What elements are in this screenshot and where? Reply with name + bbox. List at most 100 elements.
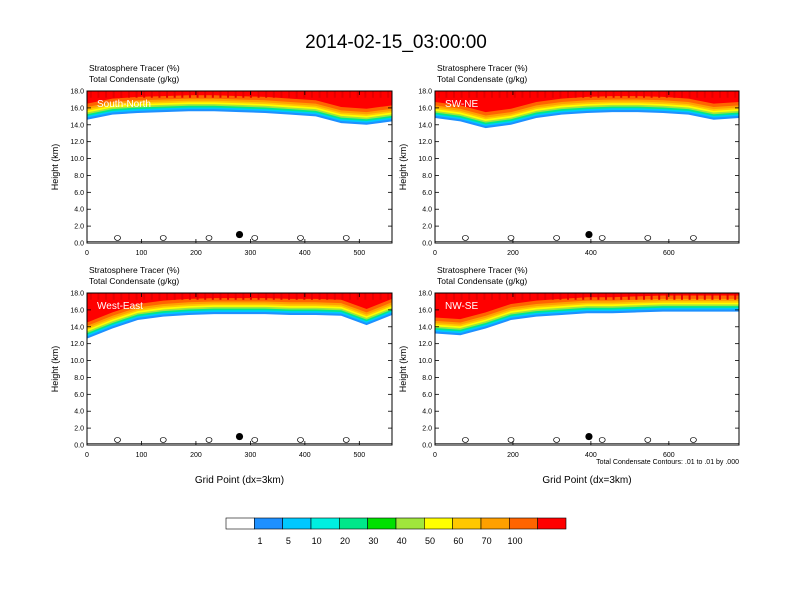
tracer-stripe — [272, 91, 275, 98]
cross-section-label: NW-SE — [445, 301, 478, 312]
tracer-stripe — [387, 91, 390, 98]
tracer-stripe — [326, 91, 329, 98]
tracer-stripe — [371, 91, 374, 98]
condensate-contour — [114, 235, 121, 241]
tracer-stripe — [211, 91, 214, 98]
tracer-stripe — [711, 293, 714, 300]
condensate-contour — [462, 235, 469, 241]
tracer-stripe — [158, 91, 161, 98]
colorbar-label: 1 — [257, 536, 262, 546]
tracer-stripe — [166, 91, 169, 98]
tracer-stripe — [112, 91, 115, 98]
tracer-stripe — [356, 293, 359, 300]
condensate-contour — [690, 235, 697, 241]
tracer-stripe — [491, 293, 493, 300]
tracer-stripe — [333, 293, 336, 300]
tracer-stripe — [574, 293, 577, 300]
tracer-stripe — [295, 293, 298, 300]
y-tick-label: 0.0 — [422, 443, 432, 450]
tracer-stripe — [120, 293, 123, 300]
location-marker — [235, 230, 244, 239]
x-tick-label: 200 — [507, 452, 519, 459]
y-axis-label: Height (km) — [50, 144, 60, 191]
tracer-stripe — [356, 91, 359, 98]
condensate-contour — [507, 235, 515, 241]
tracer-stripe — [665, 91, 668, 98]
x-tick-label: 200 — [190, 452, 202, 459]
tracer-stripe — [371, 293, 374, 300]
tracer-stripe — [635, 91, 638, 98]
tracer-stripe — [658, 91, 661, 98]
tracer-stripe — [453, 91, 455, 98]
tracer-stripe — [719, 91, 721, 98]
tracer-stripe — [582, 91, 585, 98]
tracer-stripe — [181, 91, 184, 98]
tracer-stripe — [135, 91, 138, 98]
tracer-stripe — [681, 293, 683, 300]
tracer-stripe — [468, 293, 471, 300]
tracer-stripe — [150, 91, 153, 98]
y-tick-label: 4.0 — [74, 409, 84, 416]
tracer-stripe — [288, 293, 291, 300]
colorbar-cell — [480, 517, 510, 530]
condensate-contour — [598, 437, 606, 443]
colorbar-cell — [310, 517, 340, 530]
colorbar-cell — [282, 517, 312, 530]
x-tick-label: 400 — [585, 452, 597, 459]
tracer-stripe — [234, 91, 237, 98]
condensate-contour — [251, 437, 259, 443]
colorbar-cell — [424, 517, 453, 530]
tracer-stripe — [650, 91, 653, 98]
tracer-stripe — [310, 293, 313, 300]
y-tick-label: 18.0 — [418, 89, 432, 96]
tracer-stripe — [703, 293, 706, 300]
tracer-stripe — [529, 91, 531, 98]
tracer-stripe — [150, 293, 153, 300]
tracer-stripe — [387, 293, 390, 300]
x-tick-label: 400 — [299, 452, 311, 459]
tracer-stripe — [379, 91, 382, 98]
tracer-stripe — [696, 91, 699, 98]
colorbar-label: 5 — [286, 536, 291, 546]
x-tick-label: 300 — [245, 250, 257, 257]
tracer-stripe — [127, 91, 130, 98]
tracer-stripe — [445, 91, 448, 98]
condensate-contour — [644, 437, 652, 443]
y-tick-label: 18.0 — [70, 291, 84, 298]
tracer-stripe — [734, 293, 737, 300]
condensate-contour — [342, 235, 350, 241]
tracer-stripe — [135, 293, 138, 300]
tracer-stripe — [249, 91, 252, 98]
location-marker — [585, 230, 593, 239]
tracer-stripe — [437, 91, 440, 98]
y-tick-label: 8.0 — [422, 173, 432, 180]
tracer-stripe — [105, 91, 108, 98]
x-tick-label: 400 — [299, 250, 311, 257]
x-tick-label: 0 — [433, 452, 437, 459]
condensate-contour — [553, 235, 560, 241]
tracer-stripe — [468, 91, 471, 98]
tracer-stripe — [453, 293, 455, 300]
condensate-contour — [159, 235, 167, 241]
tracer-stripe — [227, 91, 230, 98]
tracer-stripe — [310, 91, 313, 98]
y-tick-label: 10.0 — [70, 358, 84, 365]
cross-section-label: West-East — [97, 301, 143, 312]
y-tick-label: 6.0 — [422, 190, 432, 197]
y-tick-label: 16.0 — [418, 105, 432, 112]
y-tick-label: 8.0 — [74, 173, 84, 180]
figure-title: 2014-02-15_03:00:00 — [305, 32, 487, 53]
tracer-stripe — [681, 91, 683, 98]
tracer-stripe — [460, 91, 463, 98]
condensate-contour — [507, 437, 515, 443]
tracer-stripe — [265, 91, 268, 98]
tracer-stripe — [445, 293, 448, 300]
y-tick-label: 2.0 — [422, 426, 432, 433]
location-marker — [585, 432, 593, 441]
condensate-contour — [598, 235, 606, 241]
tracer-stripe — [364, 91, 367, 98]
tracer-stripe — [658, 293, 661, 300]
tracer-stripe — [498, 91, 501, 98]
tracer-stripe — [574, 91, 577, 98]
